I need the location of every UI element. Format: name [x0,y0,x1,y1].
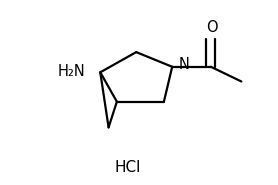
Text: O: O [207,20,218,35]
Text: N: N [179,58,190,73]
Text: H₂N: H₂N [57,64,85,79]
Text: HCl: HCl [115,160,141,175]
